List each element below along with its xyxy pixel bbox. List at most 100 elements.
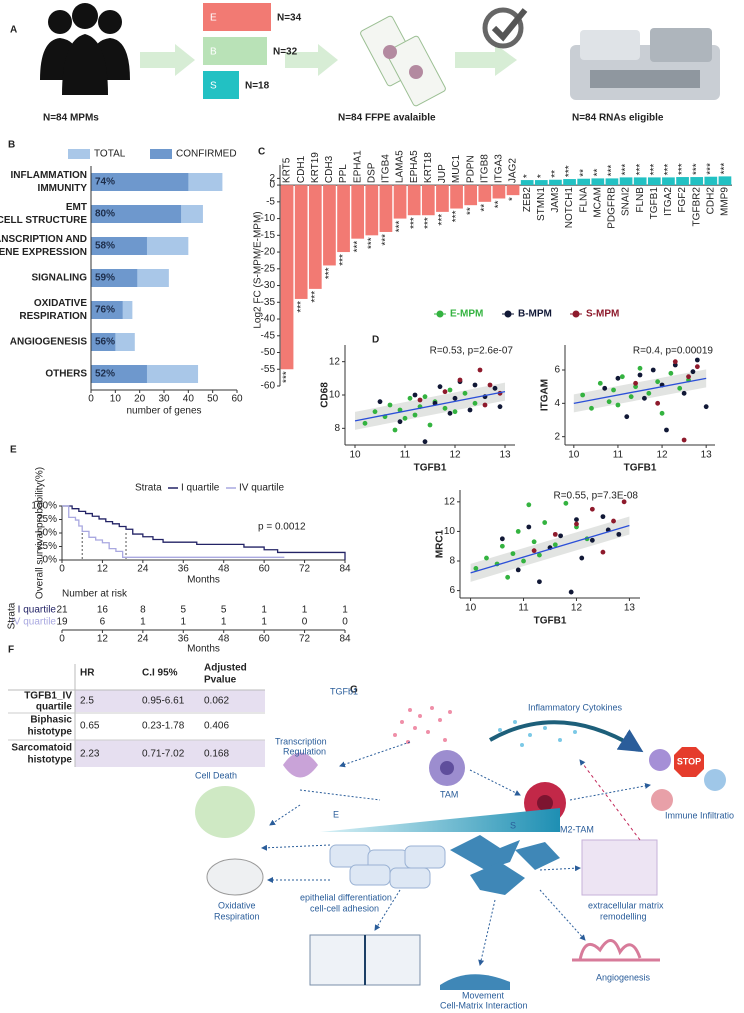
x-axis-label: TGFB1 [414, 463, 447, 474]
point [637, 365, 643, 371]
point [597, 380, 603, 386]
arrow [299, 789, 381, 801]
y-tick-label: 8 [449, 556, 455, 567]
significance: *** [352, 241, 363, 253]
row-label: TGFB1_IV [24, 691, 72, 702]
bar [690, 177, 704, 186]
significance: *** [409, 217, 420, 229]
gene-label: NOTCH1 [564, 187, 575, 229]
diagram-label: Cell Death [195, 770, 237, 780]
significance: *** [635, 164, 646, 176]
check-icon [482, 7, 528, 49]
point [568, 589, 574, 595]
point [377, 399, 383, 405]
y-tick-label: 6 [554, 365, 560, 376]
point [611, 518, 616, 524]
point [372, 409, 378, 415]
panel-letter: D [372, 335, 379, 346]
x-tick-label: 12 [97, 564, 109, 575]
m2-nucleus [537, 795, 553, 811]
y-tick-label: 8 [334, 423, 340, 434]
point [452, 409, 458, 415]
bar [591, 178, 605, 186]
bar [393, 185, 407, 219]
x-tick-label: 20 [134, 394, 146, 405]
gene-label: MMP9 [720, 187, 731, 216]
point [672, 362, 678, 368]
point [703, 404, 709, 410]
point [392, 427, 398, 433]
y-tick-label: -25 [261, 263, 276, 274]
y-axis-label: MRC1 [435, 529, 446, 558]
bar [91, 269, 138, 287]
point [558, 533, 563, 539]
row-label: quartile [36, 702, 73, 713]
cytokine-dots-blue [498, 720, 577, 747]
gene-label: ZEB2 [522, 187, 533, 212]
category-label: RESPIRATION [19, 311, 87, 322]
group-count: N=18 [245, 81, 270, 92]
significance: * [522, 174, 533, 178]
significance: *** [296, 301, 307, 313]
gene-label: FLNB [635, 187, 646, 213]
risk-x-label: Months [187, 644, 220, 655]
point [526, 524, 532, 530]
percent-label: 74% [95, 177, 115, 188]
percent-label: 80% [95, 209, 115, 220]
x-tick-label: 11 [400, 450, 411, 461]
point [606, 399, 612, 405]
survival-curve [62, 505, 285, 558]
point [526, 502, 532, 508]
point [402, 415, 408, 421]
risk-count: 1 [261, 617, 267, 628]
point [589, 405, 594, 411]
percent-label: 58% [95, 241, 115, 252]
x-axis-label: Months [187, 575, 220, 586]
category-label: EMT [66, 202, 87, 213]
point [624, 414, 630, 420]
gene-label: JAG2 [508, 158, 519, 183]
annotation: R=0.53, p=2.6e-07 [430, 346, 514, 357]
step-label: N=84 RNAs eligible [572, 113, 664, 124]
step-label: N=84 FFPE avalaible [338, 113, 436, 124]
arrow [579, 759, 641, 841]
diagram-label: M2-TAM [560, 824, 594, 834]
point [499, 536, 505, 542]
legend-label: I quartile [181, 483, 220, 494]
risk-count: 1 [342, 605, 348, 616]
risk-x-tick-label: 0 [59, 634, 65, 645]
stop-label: STOP [677, 756, 701, 766]
percent-label: 52% [95, 369, 115, 380]
y-tick-label: -30 [261, 280, 276, 291]
x-tick-label: 60 [259, 564, 271, 575]
bar [436, 185, 449, 212]
y-axis-label: ITGAM [540, 379, 551, 411]
risk-x-tick-label: 24 [137, 634, 149, 645]
gene-label: KRT5 [282, 157, 293, 183]
significance: ** [550, 170, 561, 178]
y-tick-label: 12 [444, 496, 456, 507]
significance: *** [310, 291, 321, 303]
row-label: histotype [28, 755, 73, 766]
bar [450, 185, 463, 209]
x-tick-label: 48 [218, 564, 230, 575]
y-tick-label: -60 [261, 381, 276, 392]
risk-count: 0 [342, 617, 348, 628]
arrow [489, 720, 644, 753]
bar [337, 185, 350, 253]
point [473, 566, 479, 571]
point [437, 384, 443, 390]
risk-row-label: IV quartile [11, 617, 56, 628]
bar [379, 185, 393, 232]
gene-label: CDH2 [705, 187, 716, 215]
point [397, 419, 403, 425]
group-name: S [210, 81, 217, 92]
risk-count: 21 [56, 605, 68, 616]
point [484, 555, 489, 561]
people-icon [40, 3, 130, 95]
diagram-label: cell-cell adhesion [310, 903, 379, 913]
x-tick-label: 0 [88, 394, 94, 405]
diagram: TGFb1 Inflammatory Cytokines Transcripti… [195, 686, 734, 1010]
point [619, 374, 625, 380]
